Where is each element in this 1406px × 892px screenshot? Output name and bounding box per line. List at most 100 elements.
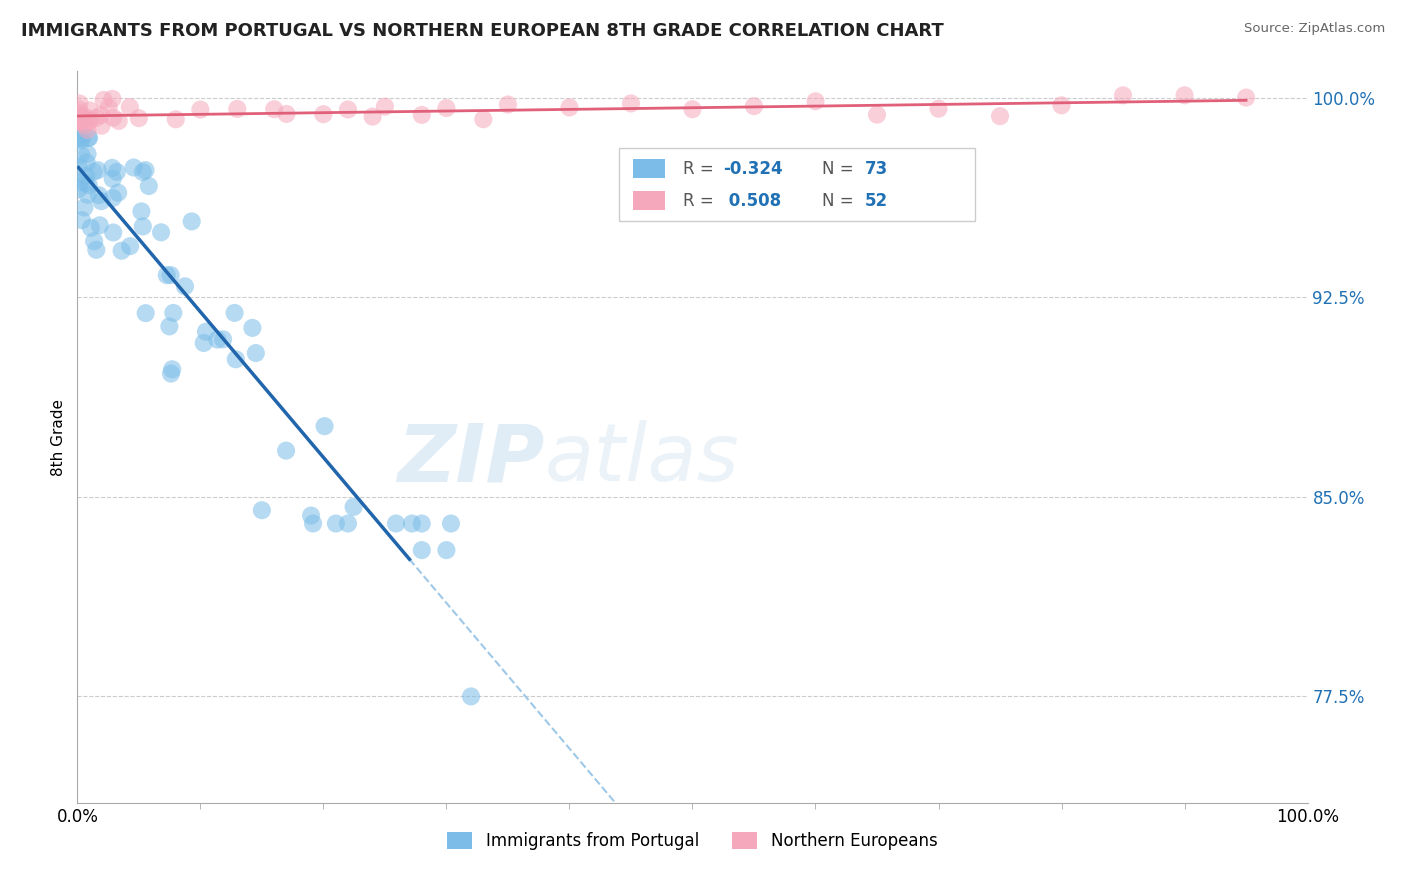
Text: 0.508: 0.508 bbox=[723, 192, 782, 210]
Point bbox=[162, 306, 184, 320]
Point bbox=[67, 113, 90, 128]
Point bbox=[263, 102, 285, 116]
Legend: Immigrants from Portugal, Northern Europeans: Immigrants from Portugal, Northern Europ… bbox=[441, 825, 943, 856]
Point bbox=[135, 306, 157, 320]
Point bbox=[69, 96, 91, 111]
Point bbox=[134, 163, 156, 178]
Point bbox=[224, 306, 246, 320]
Point bbox=[620, 96, 643, 111]
Point bbox=[411, 516, 433, 531]
Text: 52: 52 bbox=[865, 192, 887, 210]
Point bbox=[132, 165, 155, 179]
Point bbox=[75, 118, 97, 132]
Point bbox=[122, 161, 145, 175]
Point bbox=[79, 103, 101, 118]
Point bbox=[75, 176, 97, 190]
Point bbox=[103, 226, 125, 240]
Point bbox=[84, 111, 107, 125]
Point bbox=[73, 113, 96, 128]
Text: 73: 73 bbox=[865, 160, 889, 178]
FancyBboxPatch shape bbox=[634, 159, 665, 178]
Point bbox=[742, 99, 765, 113]
Point bbox=[411, 108, 433, 122]
Point bbox=[180, 214, 202, 228]
Point bbox=[73, 201, 96, 215]
Point bbox=[76, 123, 98, 137]
Point bbox=[80, 220, 103, 235]
Point bbox=[242, 321, 264, 335]
Point bbox=[325, 516, 347, 531]
Point bbox=[160, 362, 183, 376]
Point bbox=[69, 176, 91, 190]
Point bbox=[436, 543, 458, 558]
Point bbox=[804, 95, 827, 109]
Point bbox=[101, 92, 124, 106]
Point bbox=[87, 163, 110, 178]
Point bbox=[107, 186, 129, 200]
Point bbox=[72, 131, 94, 145]
Text: N =: N = bbox=[821, 160, 859, 178]
Point bbox=[436, 101, 458, 115]
Point bbox=[866, 108, 889, 122]
Point bbox=[157, 319, 180, 334]
Point bbox=[411, 543, 433, 558]
Point bbox=[101, 191, 124, 205]
Point bbox=[132, 219, 155, 234]
Point bbox=[69, 110, 91, 124]
Point bbox=[77, 131, 100, 145]
Text: -0.324: -0.324 bbox=[723, 160, 783, 178]
Point bbox=[131, 204, 153, 219]
Point bbox=[225, 352, 247, 367]
Point bbox=[101, 171, 124, 186]
Point bbox=[160, 367, 183, 381]
FancyBboxPatch shape bbox=[634, 191, 665, 211]
Point bbox=[188, 103, 212, 117]
Point bbox=[314, 419, 336, 434]
Point bbox=[79, 113, 101, 128]
Point bbox=[558, 100, 581, 114]
Point bbox=[67, 160, 90, 174]
Point bbox=[83, 234, 105, 248]
Point bbox=[67, 131, 90, 145]
Point bbox=[1112, 88, 1135, 103]
Point bbox=[1174, 88, 1197, 103]
Point bbox=[93, 93, 115, 107]
Point bbox=[76, 187, 98, 202]
Text: Source: ZipAtlas.com: Source: ZipAtlas.com bbox=[1244, 22, 1385, 36]
Point bbox=[77, 131, 100, 145]
Point bbox=[90, 119, 112, 133]
Text: IMMIGRANTS FROM PORTUGAL VS NORTHERN EUROPEAN 8TH GRADE CORRELATION CHART: IMMIGRANTS FROM PORTUGAL VS NORTHERN EUR… bbox=[21, 22, 943, 40]
Point bbox=[165, 112, 187, 127]
Point bbox=[110, 244, 132, 258]
Point bbox=[207, 333, 229, 347]
Text: R =: R = bbox=[683, 192, 718, 210]
Point bbox=[77, 114, 100, 128]
Point bbox=[67, 182, 90, 196]
Point bbox=[118, 100, 141, 114]
Point bbox=[276, 107, 298, 121]
Point bbox=[107, 114, 129, 128]
Point bbox=[76, 147, 98, 161]
Point bbox=[83, 165, 105, 179]
Point bbox=[250, 503, 273, 517]
Point bbox=[84, 243, 107, 257]
Point bbox=[193, 336, 215, 351]
Point bbox=[440, 516, 463, 531]
Point bbox=[226, 102, 249, 116]
Point bbox=[101, 161, 124, 175]
Point bbox=[1050, 98, 1073, 112]
Point bbox=[70, 213, 93, 227]
Point bbox=[342, 500, 364, 514]
Point bbox=[401, 516, 423, 531]
Point bbox=[1234, 90, 1257, 104]
Point bbox=[90, 108, 112, 122]
Point bbox=[89, 219, 111, 233]
Point bbox=[97, 101, 120, 115]
Point bbox=[69, 115, 91, 129]
Point bbox=[682, 102, 704, 116]
Point bbox=[194, 325, 217, 339]
Point bbox=[73, 110, 96, 124]
Point bbox=[67, 102, 90, 116]
Point bbox=[70, 147, 93, 161]
Point bbox=[337, 516, 360, 531]
